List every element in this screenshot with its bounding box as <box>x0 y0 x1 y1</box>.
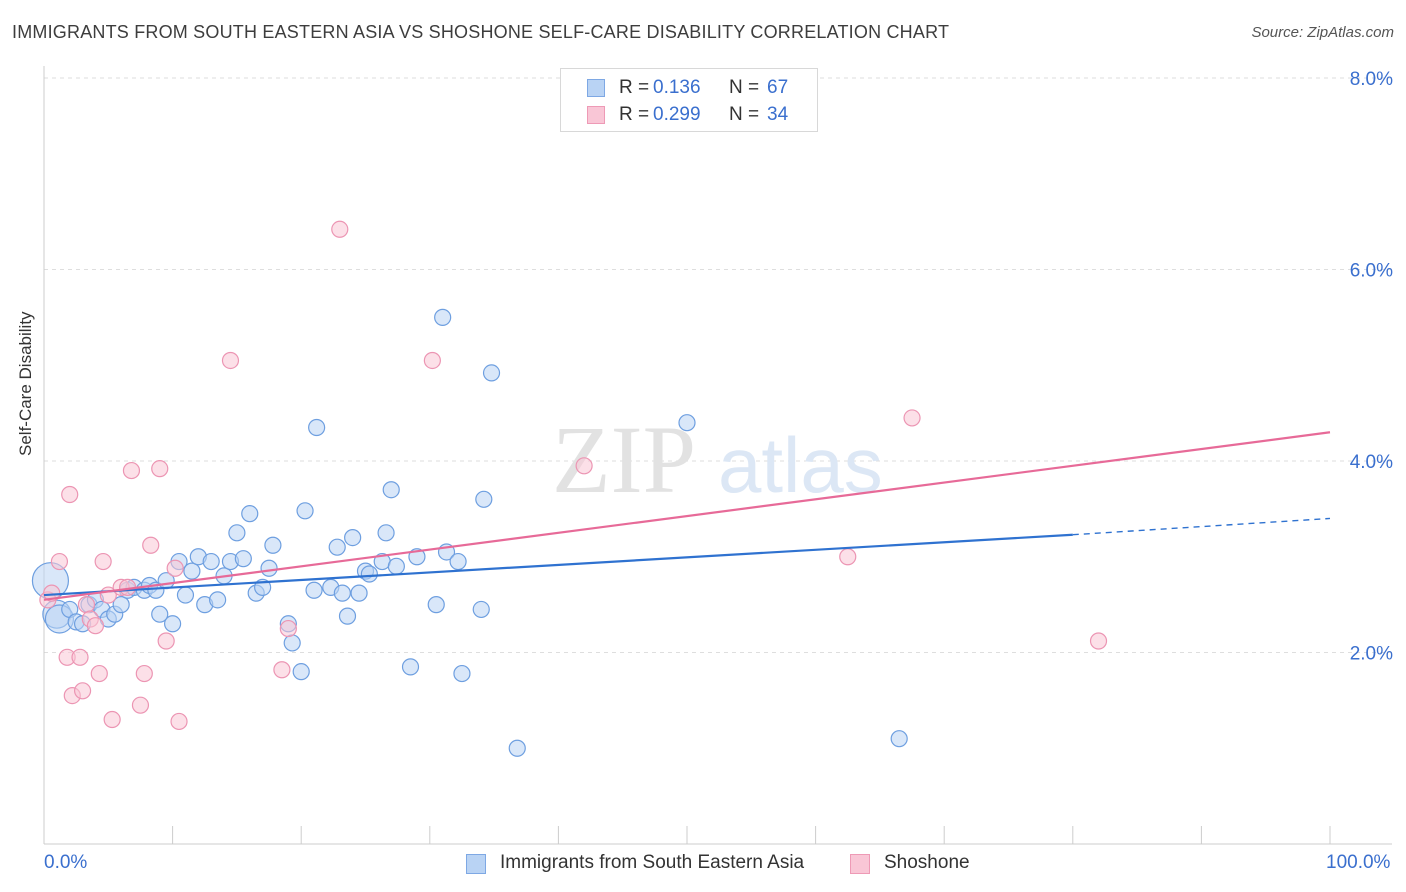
trend-line-immigrants <box>43 533 1073 597</box>
point-shoshone <box>575 457 593 475</box>
point-shoshone <box>50 552 69 571</box>
point-immigrants <box>360 565 378 583</box>
point-shoshone <box>131 696 150 714</box>
point-immigrants <box>241 505 259 523</box>
point-shoshone <box>122 461 141 480</box>
point-immigrants <box>475 490 493 508</box>
point-shoshone <box>135 664 153 683</box>
point-immigrants <box>482 364 501 382</box>
legend-r-value: 0.299 <box>653 104 701 125</box>
watermark-zip: ZIP <box>552 406 696 513</box>
point-shoshone <box>90 664 108 683</box>
point-immigrants <box>344 528 362 547</box>
point-shoshone <box>61 485 79 504</box>
point-shoshone <box>273 661 291 679</box>
legend-swatch-blue <box>587 79 605 97</box>
y-axis-label: Self-Care Disability <box>16 311 35 456</box>
point-shoshone <box>331 220 349 238</box>
point-shoshone <box>157 632 175 650</box>
legend-r-label: R = <box>619 77 650 98</box>
legend-n-label: N = <box>729 77 760 98</box>
y-tick-label: 6.0% <box>1350 261 1393 282</box>
point-shoshone <box>1089 632 1108 650</box>
legend-n-value: 67 <box>767 77 789 98</box>
point-immigrants <box>678 414 696 432</box>
watermark-atlas: atlas <box>718 421 883 509</box>
point-immigrants <box>283 634 301 652</box>
point-immigrants <box>228 524 246 542</box>
point-immigrants <box>151 605 169 623</box>
bottom-legend-swatch-pink <box>850 854 870 874</box>
point-immigrants <box>387 557 405 575</box>
point-immigrants <box>382 481 400 499</box>
point-immigrants <box>308 418 326 437</box>
point-immigrants <box>401 658 420 676</box>
legend-n-label: N = <box>729 104 760 125</box>
y-tick-label: 4.0% <box>1350 452 1393 473</box>
point-immigrants <box>427 596 445 614</box>
trend-lines <box>43 431 1331 601</box>
point-shoshone <box>151 460 169 478</box>
point-immigrants <box>449 552 467 571</box>
point-shoshone <box>279 619 297 638</box>
series-immigrants-points <box>31 308 908 757</box>
point-immigrants <box>112 596 130 614</box>
series-shoshone-points <box>39 220 1108 731</box>
point-shoshone <box>166 559 184 577</box>
point-shoshone <box>142 536 160 554</box>
point-shoshone <box>71 648 89 666</box>
point-immigrants <box>472 600 490 619</box>
point-shoshone <box>903 409 921 427</box>
x-tick-max: 100.0% <box>1326 852 1391 873</box>
bottom-legend-swatch-blue <box>466 854 486 874</box>
bottom-legend-label: Immigrants from South Eastern Asia <box>500 852 805 873</box>
point-immigrants <box>333 584 351 602</box>
point-shoshone <box>86 617 105 635</box>
watermark: ZIP atlas <box>552 406 883 513</box>
point-immigrants <box>350 584 368 602</box>
y-tick-labels: 2.0% 4.0% 6.0% 8.0% <box>1350 69 1393 665</box>
point-immigrants <box>338 607 357 625</box>
point-immigrants <box>176 586 195 604</box>
trend-line-immigrants-extension <box>1072 517 1331 536</box>
point-shoshone <box>839 548 857 566</box>
point-shoshone <box>103 710 121 729</box>
point-immigrants <box>234 550 252 568</box>
point-immigrants <box>260 559 278 577</box>
point-shoshone <box>73 682 92 700</box>
point-immigrants <box>292 663 310 681</box>
source-label: Source: ZipAtlas.com <box>1251 24 1394 41</box>
correlation-legend: R = 0.136 N = 67 R = 0.299 N = 34 <box>560 68 818 132</box>
point-immigrants <box>434 308 452 326</box>
point-shoshone <box>221 351 240 370</box>
y-tick-label: 2.0% <box>1350 644 1393 665</box>
point-immigrants <box>296 502 314 520</box>
legend-swatch-pink <box>587 106 605 124</box>
point-immigrants <box>377 524 395 542</box>
point-immigrants <box>453 664 471 683</box>
x-tick-min: 0.0% <box>44 852 88 873</box>
point-immigrants <box>264 536 282 554</box>
point-immigrants <box>183 562 201 580</box>
point-shoshone <box>77 596 96 614</box>
point-shoshone <box>423 351 441 370</box>
point-immigrants <box>890 730 908 748</box>
point-immigrants <box>328 538 346 556</box>
point-immigrants <box>202 552 220 571</box>
point-immigrants <box>209 591 227 609</box>
point-immigrants <box>164 615 182 633</box>
legend-r-label: R = <box>619 104 650 125</box>
y-tick-label: 8.0% <box>1350 69 1393 90</box>
legend-r-value: 0.136 <box>653 77 701 98</box>
legend-n-value: 34 <box>767 104 789 125</box>
bottom-legend-label: Shoshone <box>884 852 970 873</box>
point-shoshone <box>94 552 112 571</box>
axes <box>43 66 1392 845</box>
chart-title: IMMIGRANTS FROM SOUTH EASTERN ASIA VS SH… <box>12 22 950 42</box>
trend-line-shoshone <box>43 431 1331 601</box>
point-shoshone <box>170 712 188 731</box>
point-immigrants <box>508 739 526 757</box>
point-immigrants <box>305 581 323 599</box>
